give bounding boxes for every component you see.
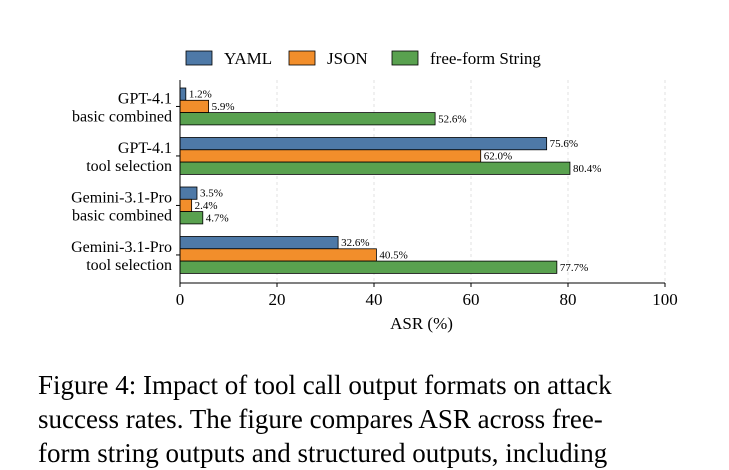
y-tick-label: tool selection [86, 158, 172, 175]
bar-yaml [179, 137, 548, 151]
bar-json [179, 99, 210, 114]
bar-value-label: 75.6% [550, 138, 578, 150]
bar-chart-svg: 1.2% 75.6% 3.5% 32.6% 5.9% 62.0% 2.4% 40.5% 52.6… [71, 49, 678, 333]
x-tick-label: 20 [269, 290, 286, 309]
x-tick-label: 40 [366, 290, 383, 309]
bar-value-label: 5.9% [212, 101, 235, 113]
caption-line: success rates. The figure compares ASR a… [38, 404, 603, 434]
bar-free-form-string [179, 161, 571, 175]
y-tick-label: Gemini-3.1-Pro [71, 239, 172, 256]
x-tick-label: 80 [560, 290, 577, 309]
caption-line: Figure 4: Impact of tool call output for… [38, 370, 612, 400]
bar-value-label: 2.4% [195, 200, 218, 212]
bar-value-label: 52.6% [438, 113, 466, 125]
legend-label: YAML [224, 49, 272, 68]
y-tick-label: Gemini-3.1-Pro [71, 189, 172, 206]
bar-value-label: 80.4% [573, 163, 601, 175]
bar-value-label: 77.7% [560, 262, 588, 274]
bar-value-label: 40.5% [379, 249, 407, 261]
bar-yaml [179, 87, 187, 101]
bar-value-label: 62.0% [484, 150, 512, 162]
bar-json [179, 149, 482, 163]
legend-swatch [391, 50, 419, 66]
x-tick-label: 60 [463, 290, 480, 309]
legend-label: JSON [327, 49, 368, 68]
bar-yaml [179, 236, 339, 250]
bar-yaml [179, 186, 198, 200]
legend-label: free-form String [430, 49, 541, 68]
bar-json [179, 248, 377, 262]
legend-swatch [288, 50, 316, 66]
x-tick-label: 100 [652, 290, 678, 309]
y-tick-label: basic combined [72, 207, 172, 224]
y-tick-label: GPT-4.1 [118, 90, 172, 107]
legend-swatch [185, 50, 213, 66]
bar-free-form-string [179, 260, 558, 274]
bar-json [179, 198, 193, 213]
x-tick-label: 0 [176, 290, 185, 309]
bar-value-label: 3.5% [200, 188, 223, 200]
bar-value-label: 32.6% [341, 237, 369, 249]
y-tick-label: GPT-4.1 [118, 140, 172, 157]
figure-caption: Figure 4: Impact of tool call output for… [38, 368, 698, 470]
caption-line: form string outputs and structured outpu… [38, 438, 608, 468]
bar-value-label: 4.7% [206, 212, 229, 224]
x-axis-label: ASR (%) [390, 314, 453, 333]
y-tick-label: basic combined [72, 108, 172, 125]
bar-free-form-string [179, 112, 436, 126]
y-tick-label: tool selection [86, 257, 172, 274]
bar-free-form-string [179, 211, 204, 225]
chart: 1.2% 75.6% 3.5% 32.6% 5.9% 62.0% 2.4% 40.5% 52.6… [71, 49, 678, 333]
bar-value-label: 1.2% [189, 89, 212, 101]
